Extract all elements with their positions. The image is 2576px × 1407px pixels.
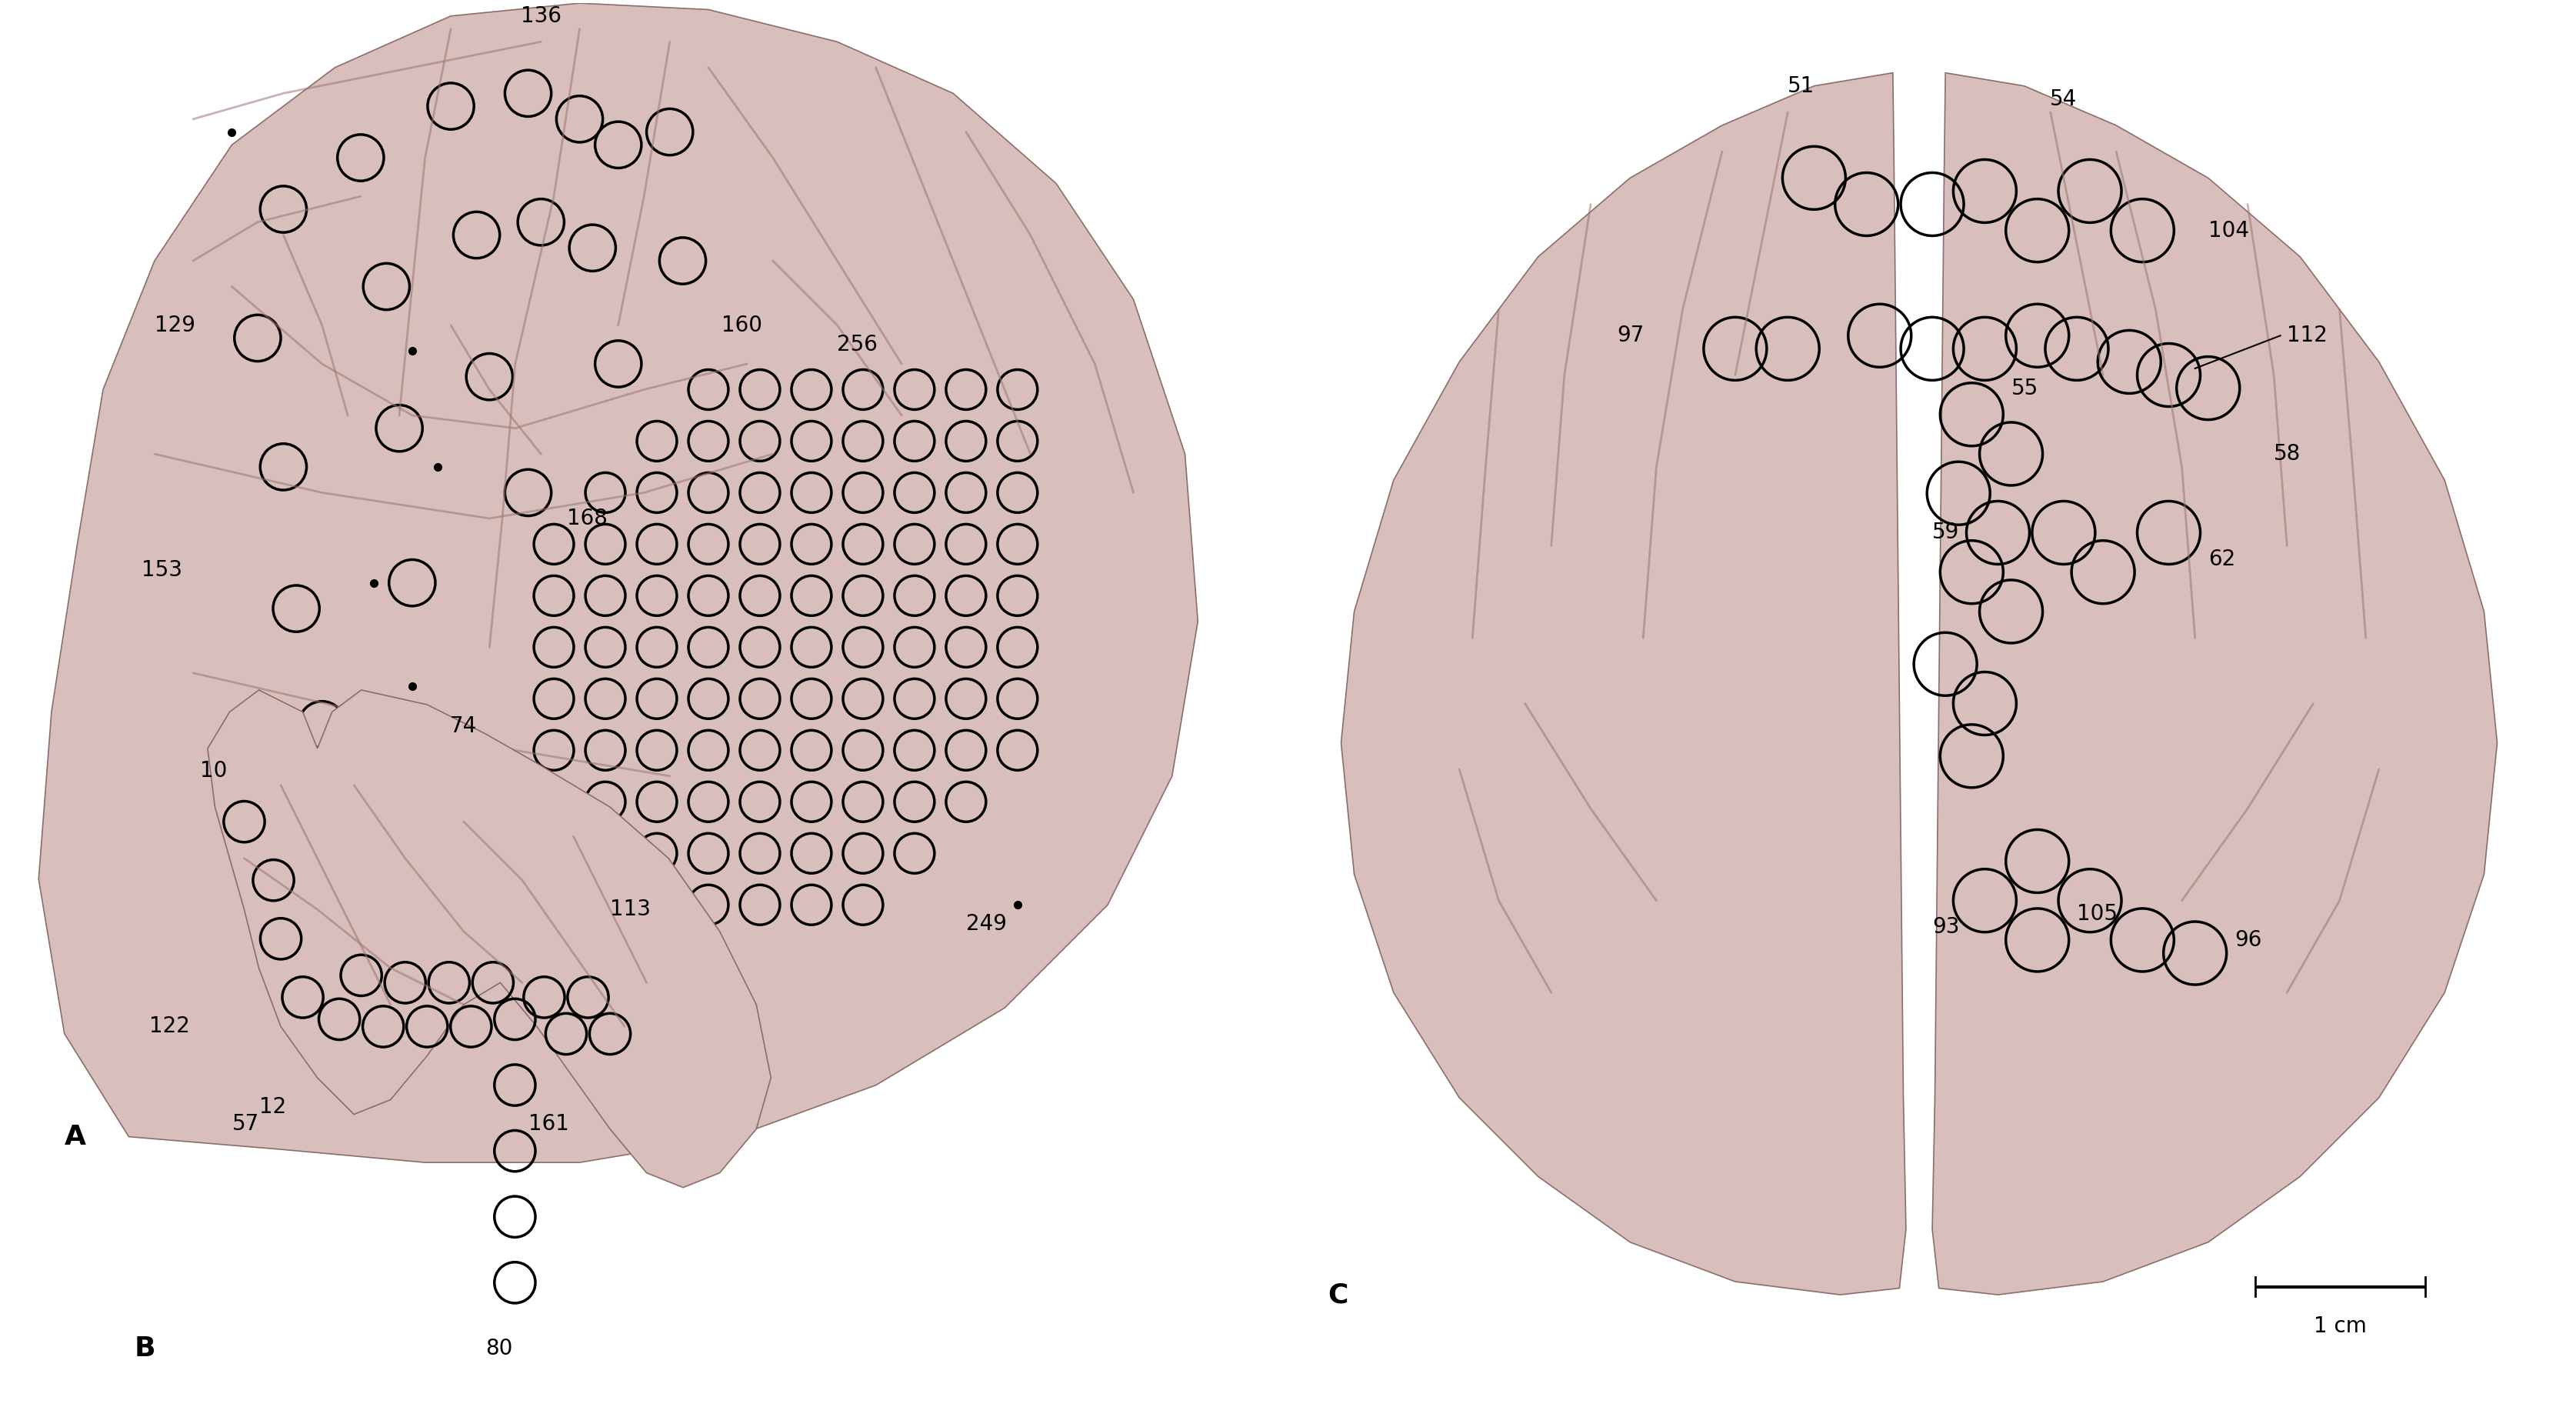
- Polygon shape: [1932, 73, 2496, 1294]
- Text: 55: 55: [2012, 377, 2038, 400]
- Text: 168: 168: [567, 508, 608, 529]
- Text: 249: 249: [966, 913, 1007, 934]
- Text: 96: 96: [2233, 929, 2262, 951]
- Text: 10: 10: [201, 760, 227, 781]
- Text: 136: 136: [520, 6, 562, 27]
- Text: 54: 54: [2050, 89, 2076, 110]
- Text: 122: 122: [149, 1016, 191, 1037]
- Polygon shape: [209, 689, 770, 1188]
- Text: 104: 104: [2208, 219, 2249, 241]
- Text: 58: 58: [2275, 443, 2300, 464]
- Text: 161: 161: [528, 1113, 569, 1134]
- Text: C: C: [1329, 1282, 1347, 1309]
- Polygon shape: [1342, 73, 1906, 1294]
- Text: 80: 80: [487, 1338, 513, 1359]
- Text: 93: 93: [1932, 916, 1960, 937]
- Text: 74: 74: [451, 716, 477, 737]
- Text: 51: 51: [1788, 75, 1814, 97]
- Text: 62: 62: [2208, 549, 2236, 570]
- Text: B: B: [134, 1335, 155, 1362]
- Text: 129: 129: [155, 314, 196, 336]
- Text: 1 cm: 1 cm: [2313, 1316, 2367, 1337]
- Text: 112: 112: [2287, 325, 2329, 346]
- Text: 12: 12: [258, 1096, 286, 1117]
- Text: A: A: [64, 1124, 85, 1150]
- Text: 57: 57: [232, 1113, 260, 1134]
- Text: 97: 97: [1618, 325, 1643, 346]
- Text: 58: 58: [374, 1010, 402, 1031]
- Text: 59: 59: [1932, 522, 1960, 543]
- Text: 113: 113: [611, 899, 652, 920]
- Polygon shape: [39, 3, 1198, 1162]
- Text: 105: 105: [2076, 903, 2117, 924]
- Text: 160: 160: [721, 314, 762, 336]
- Text: 256: 256: [837, 333, 878, 356]
- Text: 153: 153: [142, 559, 183, 581]
